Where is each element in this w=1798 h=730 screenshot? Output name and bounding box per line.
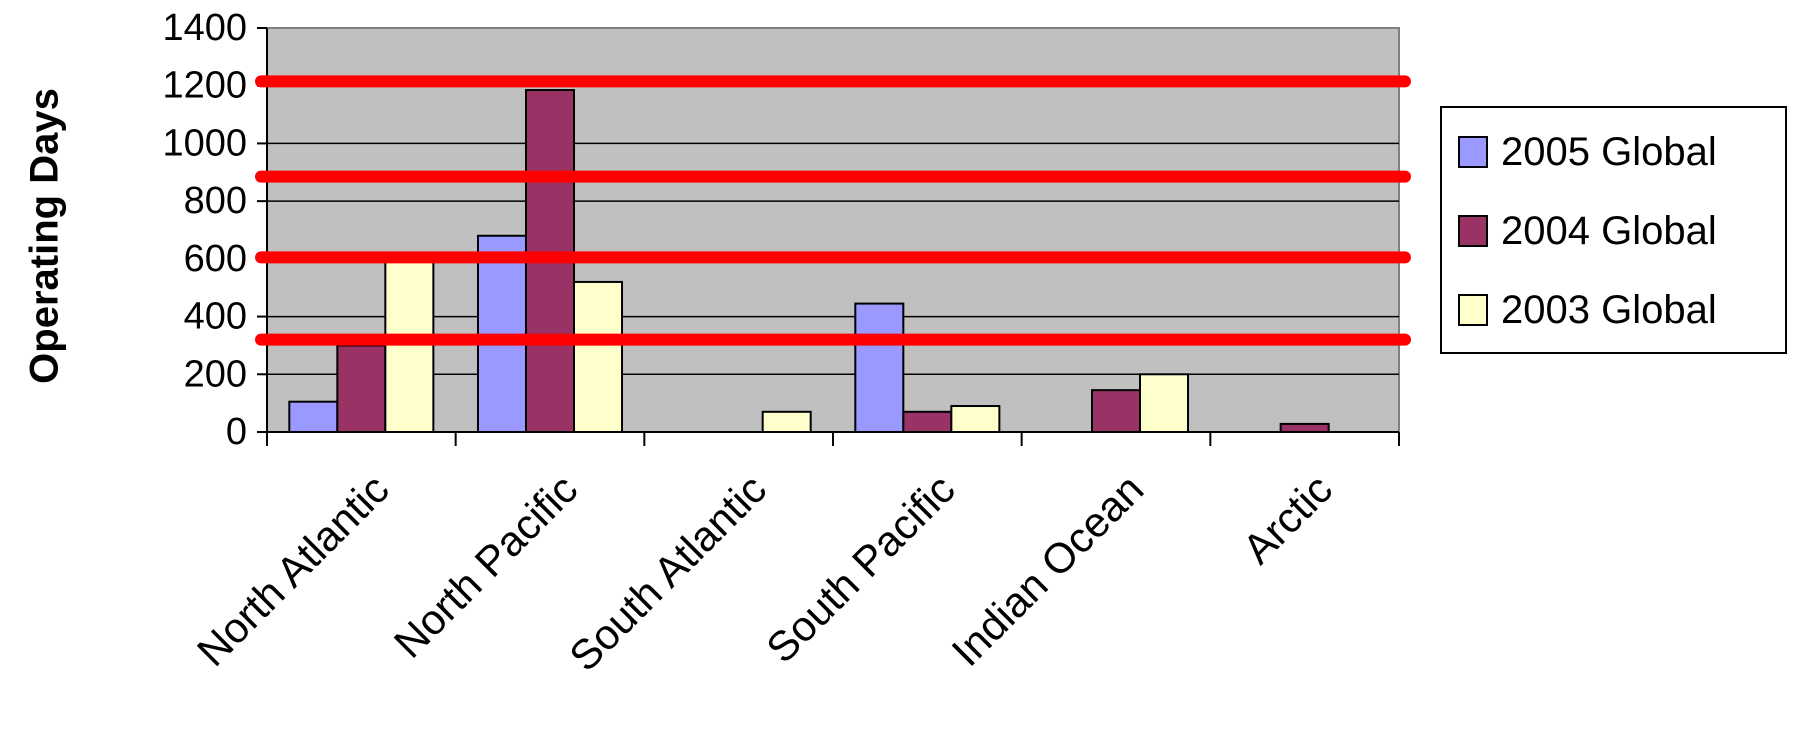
bar <box>288 400 339 434</box>
legend-label: 2004 Global <box>1501 209 1717 253</box>
bar <box>854 302 905 434</box>
y-tick-label: 0 <box>226 411 247 453</box>
bar <box>1139 373 1190 433</box>
legend: 2005 Global 2004 Global 2003 Global <box>1440 106 1787 354</box>
bar <box>761 410 812 433</box>
y-tick-label: 200 <box>184 353 247 395</box>
bar <box>336 344 387 433</box>
bar <box>902 410 953 433</box>
y-tick-label: 800 <box>184 180 247 222</box>
bar <box>950 405 1001 433</box>
legend-swatch <box>1458 136 1488 168</box>
y-tick-label: 1000 <box>162 122 247 164</box>
y-tick-label: 400 <box>184 296 247 338</box>
plot-area <box>266 27 1400 433</box>
axes <box>257 27 1400 446</box>
legend-label: 2003 Global <box>1501 288 1717 332</box>
y-tick-label: 1400 <box>162 7 247 49</box>
x-tick-label: South Pacific <box>757 465 964 672</box>
y-axis-label: Operating Days <box>23 88 67 384</box>
y-tick-labels: 0 200 400 600 800 1000 1200 1400 <box>162 7 247 453</box>
legend-swatch <box>1458 215 1488 247</box>
bar <box>1279 422 1330 434</box>
x-tick-label: North Atlantic <box>188 465 398 675</box>
y-tick-label: 1200 <box>162 65 247 107</box>
x-tick-label: Arctic <box>1234 465 1341 572</box>
x-tick-label: North Pacific <box>385 465 587 667</box>
y-tick-label: 600 <box>184 238 247 280</box>
reference-lines <box>255 75 1411 346</box>
bar <box>1090 389 1142 433</box>
legend-box <box>1440 106 1787 354</box>
bar <box>573 280 624 434</box>
bars <box>288 89 1330 434</box>
legend-label: 2005 Global <box>1501 130 1717 174</box>
x-tick-label: South Atlantic <box>560 465 775 680</box>
x-tick-label: Indian Ocean <box>942 465 1152 675</box>
legend-swatch <box>1458 294 1488 326</box>
